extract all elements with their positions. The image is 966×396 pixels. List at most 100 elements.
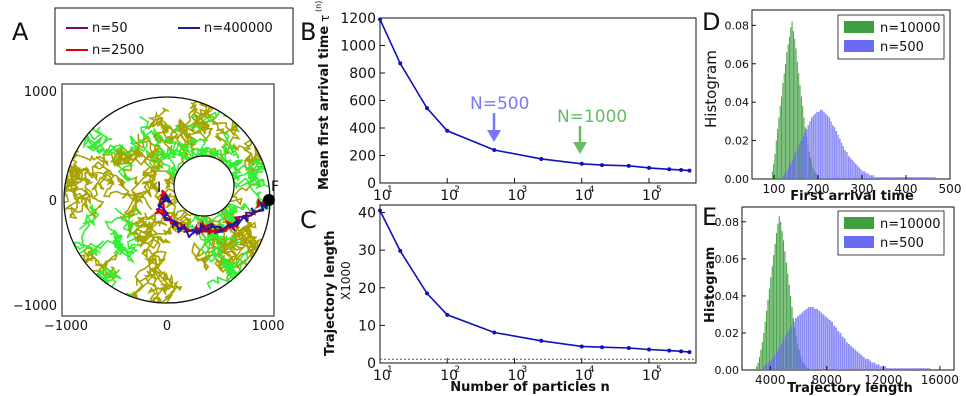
histogram-bar [894,368,897,370]
ytick-label: 10 [358,318,376,334]
panel-e-ticks: 4000 8000 12000 16000 0.00 0.02 0.04 0.06 0.08 [715,216,959,387]
histogram-bar [763,366,766,370]
annotation-n1000-arrow-head [573,142,587,154]
histogram-bar [818,111,820,179]
panel-e-legend-green: n=10000 [880,217,941,232]
legend-label-n400000: n=400000 [204,21,273,36]
series-point [667,348,672,353]
histogram-bar [898,177,901,179]
panel-d-legend-green: n=10000 [880,21,941,36]
histogram-bar [876,177,878,179]
histogram-bar [828,319,831,370]
histogram-bar [872,175,875,179]
histogram-bar [798,73,800,179]
histogram-bar [775,140,777,179]
trajectory-n400000 [157,193,268,239]
histogram-bar [798,349,800,370]
histogram-bar [782,175,785,179]
histogram-bar [770,277,772,370]
xtick-exponent: 1 [387,365,393,375]
histogram-bar [775,232,778,370]
histogram-bar [877,364,880,370]
histogram-bar [886,368,888,370]
histogram-bar [860,169,862,179]
histogram-bar [858,167,860,179]
panel-c-xlabel: Number of particles n [450,380,610,395]
histogram-bar [879,177,882,179]
histogram-bar [783,73,785,179]
histogram-bar [920,177,922,179]
histogram-bar [767,362,770,370]
histogram-bar [852,347,855,370]
histogram-bar [886,177,889,179]
histogram-bar [812,115,815,179]
series-point [398,248,403,253]
histogram-bar [873,362,876,370]
histogram-bar [865,173,867,179]
panel-letter-b: B [300,18,316,46]
panel-letter-c: C [300,206,317,234]
histogram-bar [816,308,819,370]
xtick-label: 8000 [812,373,843,387]
histogram-bar [833,127,836,179]
series-point [599,163,604,168]
annotation-n500-arrow-head [487,130,501,142]
histogram-bar [921,177,924,179]
histogram-bar [823,111,825,179]
histogram-bar [869,175,871,179]
histogram-bar [849,157,852,179]
series-point [579,344,584,349]
series-point [679,167,684,172]
histogram-bar [758,357,761,370]
histogram-bar [837,331,840,370]
series-point [445,312,450,317]
histogram-bar [909,177,911,179]
ytick-label: 0.06 [725,58,750,71]
xtick-label: 200 [807,182,830,196]
histogram-bar [900,177,903,179]
panel-e-xlabel: Trajectory length [787,381,912,396]
histogram-bar [879,366,882,370]
panel-b: B Mean first arrival time τ (n) 101 102 10… [300,1,697,204]
histogram-bar [877,177,880,179]
histogram-bar [807,368,809,370]
histogram-bar [860,355,863,370]
histogram-bar [790,295,792,370]
target-label-f: F [271,179,279,195]
histogram-bar [930,177,933,179]
series-point [599,345,604,350]
histogram-bar [781,96,783,179]
xtick-exponent: 3 [521,365,527,375]
trajectory-path [222,158,270,190]
histogram-bar [795,152,797,179]
histogram-bar [773,163,775,179]
trajectory-path [127,212,157,245]
histogram-bar [809,307,812,370]
xtick-exponent: 5 [656,185,662,195]
histogram-bar [835,130,838,179]
histogram-bar [773,255,775,370]
histogram-bar [907,368,910,370]
ytick-label: 800 [349,66,376,82]
histogram-bar [923,177,926,179]
histogram-bar [786,171,788,179]
histogram-bar [856,165,859,179]
ytick-label: 0.02 [715,327,740,340]
histogram-bar [795,318,797,370]
highlighted-trajectories [153,189,268,239]
histogram-bar [814,113,816,179]
histogram-bar [853,161,855,179]
xtick-label: 12000 [864,373,902,387]
histogram-bar [809,121,811,179]
panel-b-ylabel-superscript: (n) [314,1,323,12]
histogram-bar [798,144,801,179]
legend-label-n50: n=50 [92,21,128,36]
ytick-label: 600 [349,94,376,110]
histogram-bar [884,366,886,370]
histogram-bar [871,362,874,370]
histogram-bar [870,175,873,179]
panel-e: E Histogram Trajectory length 4000 8000 12… [702,203,959,396]
histogram-bar [792,321,795,370]
panel-d-ylabel: Histogram [702,50,720,128]
histogram-bar [807,307,810,370]
